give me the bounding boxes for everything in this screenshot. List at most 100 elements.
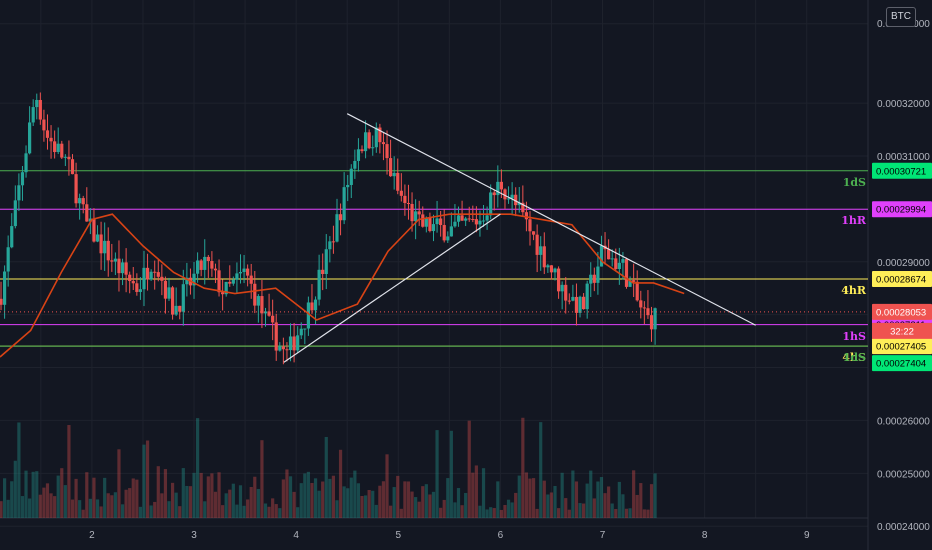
candle-body [199, 260, 203, 270]
candle-body [431, 224, 436, 232]
volume-bar [149, 505, 153, 518]
grid [0, 0, 869, 550]
candle-body [353, 160, 357, 169]
candle-body [228, 281, 232, 284]
candle-body [578, 296, 582, 313]
volume-bar [296, 507, 300, 518]
candle-body [149, 271, 153, 280]
volume-bar [346, 488, 350, 518]
price-tick-label: 0.00029000 [877, 258, 930, 269]
candle-body [446, 236, 450, 241]
price-tick-label: 0.00031000 [877, 152, 930, 163]
countdown-label: 32:22 [890, 326, 914, 337]
volume-bar [392, 487, 396, 518]
price-tag-4hR-bg [872, 271, 932, 288]
candle-body [42, 119, 46, 131]
volume-bar [528, 478, 532, 518]
volume-bar [128, 488, 132, 518]
price-tag-4hS: 0.00027405 [876, 342, 926, 353]
volume-bar [381, 481, 386, 518]
candles [0, 92, 657, 365]
time-tick-label: 9 [804, 530, 810, 541]
candle-body [546, 265, 550, 268]
candle-body [138, 289, 143, 292]
candle-body [299, 328, 303, 336]
volume-bar [210, 473, 214, 518]
candle-body [145, 267, 150, 280]
volume-bar [585, 483, 589, 518]
volume-bar [399, 508, 403, 518]
candle-body [556, 268, 561, 292]
candle-body [399, 190, 403, 196]
volume-bar [549, 492, 554, 518]
price-tag-1dS-bg [872, 162, 932, 179]
candle-body [560, 284, 564, 292]
volume-bar [192, 472, 196, 518]
volume-bar [181, 468, 185, 518]
volume-bar [510, 502, 514, 518]
candle-body [256, 296, 260, 306]
candle-body [624, 259, 629, 287]
volume-bar [321, 481, 325, 518]
candle-body [521, 202, 525, 213]
candle-body [88, 218, 92, 222]
volume-bar [589, 470, 593, 518]
volume-bar [99, 506, 103, 518]
candle-body [292, 336, 296, 351]
candle-body [356, 149, 361, 161]
volume-bar [45, 483, 50, 518]
volume-bar [60, 468, 64, 518]
volume-bar [542, 480, 546, 518]
level-label-1hS: 1hS [842, 330, 866, 343]
candle-body [363, 132, 368, 152]
level-label-4hS: 4hS [842, 351, 866, 364]
volume-bar [421, 486, 425, 518]
volume-bar [646, 509, 650, 518]
candle-body [642, 307, 646, 309]
candle-body [113, 258, 117, 262]
volume-bar [471, 472, 475, 518]
candle-body [342, 187, 346, 221]
volume-bar [103, 477, 107, 518]
candle-body [585, 283, 589, 310]
volume-bar [464, 492, 468, 518]
volume-bar [235, 504, 239, 518]
volume-bar [363, 495, 368, 518]
volume-bar [231, 483, 235, 518]
volume-bar [10, 481, 14, 518]
symbol-badge[interactable]: BTC [886, 7, 916, 27]
volume-bar [274, 504, 278, 518]
volume-bar [481, 468, 486, 518]
candle-body [610, 258, 614, 260]
level-label-1dS: 1dS [843, 176, 866, 189]
candle-body [306, 302, 310, 329]
candle-body [0, 298, 3, 305]
candle-body [381, 142, 386, 145]
price-tick-label: 0.00032000 [877, 99, 930, 110]
volume-bar [489, 507, 493, 518]
volume-bar [610, 503, 614, 518]
candle-body [539, 246, 543, 255]
volume-bar [28, 498, 32, 518]
candle-body [549, 265, 554, 273]
trendline-descending-resistance [346, 113, 756, 326]
volume-bar [535, 508, 539, 518]
volume-bar [160, 493, 164, 518]
time-axis[interactable]: 2 3 4 5 6 7 8 9 [89, 530, 810, 541]
price-tick-label: 0.00025000 [877, 469, 930, 480]
volume-bar [517, 475, 521, 518]
volume-bar [213, 491, 218, 518]
candle-body [503, 189, 507, 200]
volume-bar [435, 430, 439, 518]
volume-bar [256, 488, 260, 518]
candle-body [313, 299, 318, 311]
candle-body [635, 281, 639, 301]
volume-bar [553, 485, 557, 518]
candle-body [206, 256, 210, 262]
price-tag-4hR: 0.00028674 [876, 275, 926, 286]
candle-body [242, 268, 246, 273]
volume-bar [324, 436, 328, 518]
volume-bar [639, 483, 643, 518]
